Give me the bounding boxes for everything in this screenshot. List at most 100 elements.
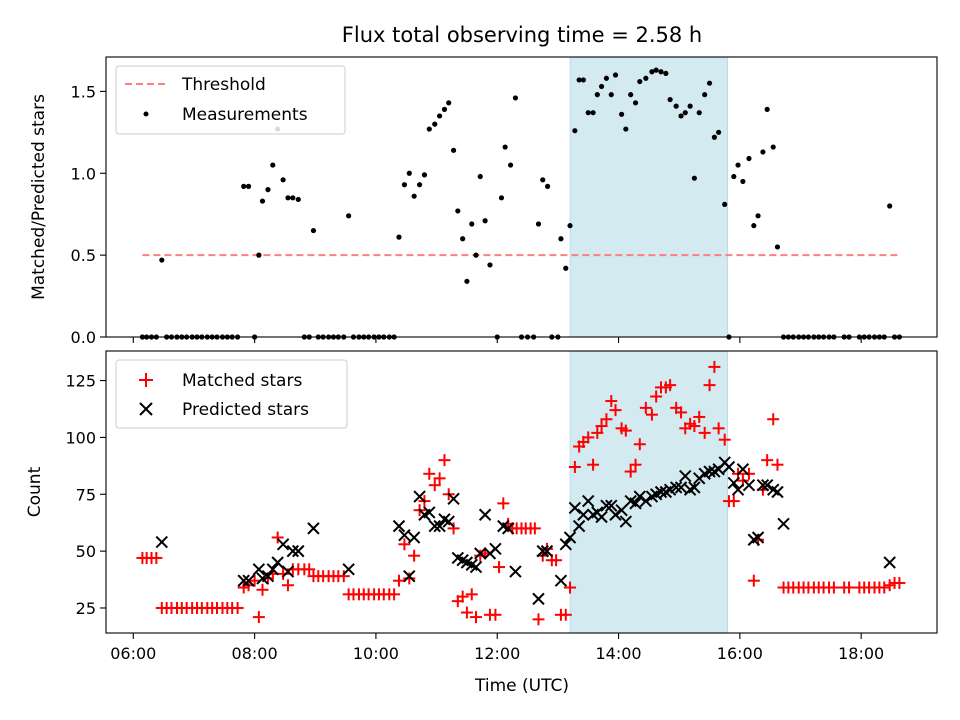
predicted-star-point xyxy=(281,565,295,578)
measurement-point xyxy=(572,128,578,134)
predicted-star-point xyxy=(501,522,515,535)
measurement-point xyxy=(469,221,475,227)
measurement-point xyxy=(487,262,493,268)
matched-star-point xyxy=(465,588,478,601)
matched-star-point xyxy=(271,531,284,544)
measurement-point xyxy=(473,252,479,258)
measurement-point xyxy=(567,223,573,229)
matched-star-point xyxy=(727,495,740,508)
measurement-point xyxy=(576,77,582,83)
bottom-y-ticks: 25 50 75 100 125 xyxy=(65,372,106,618)
measurement-point xyxy=(618,111,625,117)
measurement-point xyxy=(598,83,605,90)
threshold-legend-label: Threshold xyxy=(181,75,266,95)
predicted-star-point xyxy=(155,535,169,549)
matched-star-point xyxy=(447,522,460,535)
measurement-point xyxy=(426,126,432,132)
matched-star-point xyxy=(568,460,581,473)
x-tick-label: 06:00 xyxy=(110,644,156,663)
matched-star-point xyxy=(277,567,290,580)
top-y-tick-label: 1.5 xyxy=(71,82,96,101)
predicted-star-point xyxy=(252,563,266,576)
matched-star-point xyxy=(718,433,731,446)
measurement-point xyxy=(535,221,542,227)
measurement-point xyxy=(455,208,461,214)
top-x-ticks xyxy=(132,337,862,343)
measurement-point xyxy=(558,236,564,242)
predicted-star-point xyxy=(398,529,411,542)
predicted-star-point xyxy=(883,556,896,569)
matched-star-point xyxy=(433,472,446,485)
predicted-star-point xyxy=(392,519,406,533)
measurement-point xyxy=(290,195,296,201)
matched-star-point xyxy=(564,581,577,594)
top-y-tick-label: 0.5 xyxy=(71,246,96,265)
measurement-point xyxy=(643,75,649,81)
measurement-point xyxy=(477,173,483,180)
top-legend: Threshold Measurements xyxy=(115,65,346,135)
measurement-point xyxy=(594,92,600,98)
measurement-point xyxy=(502,144,508,150)
matched-star-point xyxy=(493,561,506,574)
matched-star-point xyxy=(423,467,436,480)
measurement-point xyxy=(585,110,591,116)
bottom-legend: Matched stars Predicted stars xyxy=(115,359,348,429)
predicted-star-point xyxy=(403,569,416,583)
bottom-y-tick-label: 125 xyxy=(65,372,96,391)
measurement-point xyxy=(270,162,276,168)
matched-star-point xyxy=(600,413,613,426)
matched-star-point xyxy=(540,542,553,555)
matched-star-point xyxy=(747,574,760,587)
measurement-point xyxy=(667,96,673,103)
measurement-point xyxy=(774,244,781,250)
matched-star-point xyxy=(771,458,784,471)
predicted-star-point xyxy=(669,481,683,494)
matched-star-point xyxy=(438,454,451,467)
measurement-point xyxy=(421,172,428,178)
measurement-point xyxy=(691,175,697,181)
matched-star-point xyxy=(582,431,595,444)
bottom-y-tick-label: 75 xyxy=(76,485,96,504)
measurement-point xyxy=(608,92,614,98)
predicted-star-point xyxy=(619,515,633,528)
measurement-point xyxy=(687,103,693,109)
measurement-point xyxy=(590,110,596,116)
bottom-y-tick-label: 50 xyxy=(76,542,96,561)
predicted-star-point xyxy=(307,522,320,535)
measurement-point xyxy=(628,92,634,98)
predicted-star-point xyxy=(242,574,255,587)
predicted-star-point xyxy=(428,519,441,533)
top-y-axis-label: Matched/Predicted stars xyxy=(29,94,49,300)
predicted-star-point xyxy=(276,538,290,551)
measurement-point xyxy=(760,149,766,155)
measurement-point xyxy=(682,110,688,116)
measurement-point xyxy=(432,121,438,127)
predicted-star-point xyxy=(771,485,784,499)
matched-star-point xyxy=(645,408,658,421)
predicted-star-point xyxy=(447,492,460,506)
predicted-star-point xyxy=(559,538,572,551)
predicted-star-point xyxy=(582,494,595,508)
predicted-star-point xyxy=(679,469,692,483)
measurement-point xyxy=(696,110,702,116)
matched-star-point xyxy=(256,583,269,596)
predicted-star-point xyxy=(572,519,586,533)
bottom-plot-area xyxy=(136,360,906,626)
matched-star-point xyxy=(231,601,244,614)
measurement-point xyxy=(580,77,586,83)
bottom-axes-frame xyxy=(105,350,938,634)
measurement-point xyxy=(735,162,741,168)
predicted-star-point xyxy=(756,478,770,492)
measurement-point xyxy=(464,278,470,284)
measurement-point xyxy=(507,162,514,168)
measurement-point xyxy=(637,78,643,85)
matched-star-point xyxy=(843,581,856,594)
measurement-point xyxy=(740,178,746,185)
predicted-star-point xyxy=(407,531,421,544)
matched-star-point xyxy=(650,390,663,403)
measurement-point xyxy=(416,182,423,188)
matched-star-point xyxy=(619,424,632,437)
predicted-star-point xyxy=(489,542,502,556)
predicted-star-point xyxy=(478,508,492,521)
measurement-point xyxy=(401,182,408,188)
